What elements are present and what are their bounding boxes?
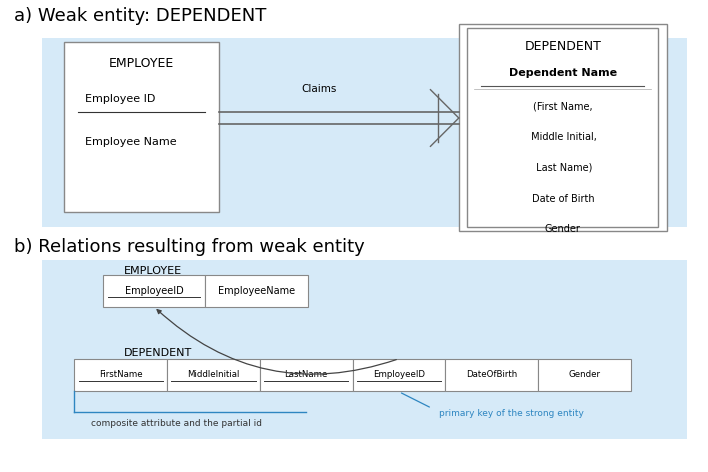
Text: EmployeeName: EmployeeName	[218, 286, 295, 296]
FancyBboxPatch shape	[64, 42, 219, 212]
Text: FirstName: FirstName	[99, 370, 142, 379]
Text: Gender: Gender	[545, 224, 581, 234]
Text: LastName: LastName	[285, 370, 328, 379]
Text: primary key of the strong entity: primary key of the strong entity	[439, 410, 584, 419]
Text: b) Relations resulting from weak entity: b) Relations resulting from weak entity	[14, 238, 365, 256]
Text: Employee ID: Employee ID	[85, 94, 155, 104]
Text: DateOfBirth: DateOfBirth	[466, 370, 518, 379]
FancyBboxPatch shape	[445, 359, 538, 391]
Text: Last Name): Last Name)	[533, 163, 593, 173]
FancyBboxPatch shape	[167, 359, 260, 391]
Text: DEPENDENT: DEPENDENT	[525, 40, 601, 53]
Text: EMPLOYEE: EMPLOYEE	[109, 57, 174, 70]
Text: Middle Initial,: Middle Initial,	[528, 132, 598, 142]
Text: composite attribute and the partial id: composite attribute and the partial id	[91, 419, 262, 428]
Text: DEPENDENT: DEPENDENT	[124, 348, 192, 358]
Text: a) Weak entity: DEPENDENT: a) Weak entity: DEPENDENT	[14, 7, 266, 25]
FancyBboxPatch shape	[74, 359, 167, 391]
FancyBboxPatch shape	[42, 38, 687, 227]
FancyBboxPatch shape	[205, 275, 308, 307]
Text: EmployeeID: EmployeeID	[125, 286, 183, 296]
FancyBboxPatch shape	[353, 359, 445, 391]
FancyBboxPatch shape	[538, 359, 631, 391]
FancyBboxPatch shape	[42, 260, 687, 439]
Text: MiddleInitial: MiddleInitial	[188, 370, 239, 379]
Text: Gender: Gender	[569, 370, 600, 379]
Text: Dependent Name: Dependent Name	[509, 68, 617, 78]
Text: EMPLOYEE: EMPLOYEE	[124, 265, 182, 276]
FancyBboxPatch shape	[459, 24, 667, 231]
FancyBboxPatch shape	[103, 275, 205, 307]
Text: (First Name,: (First Name,	[533, 101, 593, 111]
Text: Employee Name: Employee Name	[85, 137, 176, 147]
FancyBboxPatch shape	[467, 28, 658, 227]
Text: EmployeeID: EmployeeID	[373, 370, 425, 379]
Text: Claims: Claims	[301, 84, 336, 94]
Text: Date of Birth: Date of Birth	[532, 194, 594, 203]
FancyBboxPatch shape	[260, 359, 353, 391]
